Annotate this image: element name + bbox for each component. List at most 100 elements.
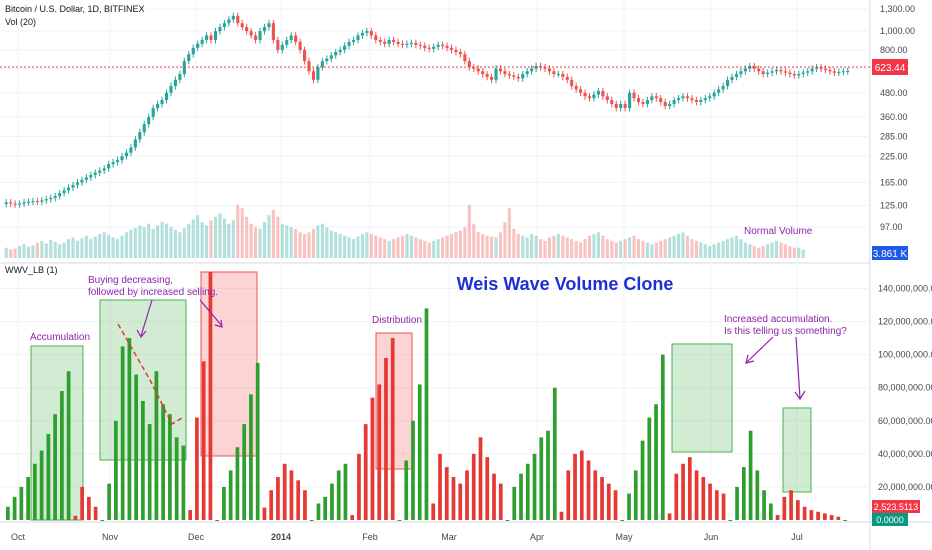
volume-bar — [369, 234, 373, 258]
wwv-pane[interactable] — [0, 264, 870, 522]
candle-body — [846, 70, 850, 72]
candle-body — [565, 76, 569, 80]
candle-body — [579, 89, 583, 93]
wwv-bar — [694, 470, 699, 520]
volume-bar — [383, 239, 387, 258]
volume-bar — [374, 235, 378, 258]
volume-last-value: 3.861 K — [873, 249, 908, 260]
volume-bar — [262, 222, 267, 258]
wwv-bar — [674, 473, 679, 520]
volume-bar — [543, 240, 547, 258]
candle-body — [641, 101, 645, 104]
wwv-bar — [620, 520, 625, 521]
wwv-bar — [262, 507, 267, 520]
volume-bar — [107, 234, 111, 258]
candle-body — [236, 15, 240, 24]
price-pane[interactable] — [0, 0, 870, 262]
volume-bar — [730, 237, 734, 258]
volume-bar — [783, 244, 787, 258]
arrowhead-selling — [214, 319, 223, 328]
wwv-bar — [127, 338, 132, 520]
volume-bar — [703, 244, 707, 258]
volume-bar — [721, 240, 725, 258]
volume-bar — [62, 242, 66, 258]
volume-bar — [494, 237, 498, 258]
candle-body — [205, 35, 209, 41]
candle-body — [623, 103, 627, 109]
candle-body — [254, 35, 258, 41]
candle-body — [614, 103, 618, 109]
volume-bar — [236, 204, 240, 258]
wwv-bar — [60, 391, 64, 520]
volume-bar — [449, 234, 454, 258]
candle-body — [164, 92, 169, 101]
volume-bar — [619, 240, 623, 258]
volume-bar — [547, 237, 552, 258]
symbol-title[interactable]: Bitcoin / U.S. Dollar, 1D, BITFINEX — [5, 4, 145, 14]
volume-bar — [512, 228, 516, 258]
candle-body — [481, 71, 485, 75]
wwv-bar — [762, 490, 766, 520]
candle-body — [677, 98, 681, 101]
wwv-bar — [735, 486, 739, 520]
volume-bar — [213, 216, 218, 258]
candle-body — [449, 47, 454, 50]
wwv-bar — [404, 460, 409, 520]
wwv-bar — [39, 450, 44, 520]
volume-bar — [280, 223, 284, 258]
wwv-bar — [66, 371, 71, 520]
volume-bar — [681, 232, 685, 258]
volume-indicator-title[interactable]: Vol (20) — [5, 17, 36, 27]
candle-body — [547, 68, 552, 72]
price-tick-label: 480.00 — [880, 88, 908, 98]
distribution-annotation: Distribution — [372, 315, 422, 326]
wwv-last-up-tag — [872, 513, 908, 526]
time-tick-label: May — [615, 532, 633, 542]
increased-accumulation-annotation-line2: Is this telling us something? — [724, 326, 847, 337]
candle-body — [325, 58, 329, 62]
volume-bar — [587, 235, 592, 258]
volume-bar — [645, 242, 649, 258]
wwv-bar — [336, 470, 341, 520]
candle-body — [334, 52, 338, 56]
volume-bar — [351, 239, 356, 258]
candle-body — [837, 71, 841, 73]
wwv-bar — [640, 440, 645, 520]
volume-bar — [392, 239, 396, 258]
wwv-bar — [12, 496, 17, 520]
volume-bar — [124, 232, 129, 258]
candle-body — [365, 31, 369, 33]
volume-bar — [552, 235, 556, 258]
wwv-indicator-title[interactable]: WWV_LB (1) — [5, 265, 58, 275]
candle-body — [592, 94, 596, 99]
candle-body — [133, 139, 137, 148]
candle-body — [338, 49, 342, 53]
candle-body — [801, 72, 805, 75]
wwv-bar — [647, 417, 652, 520]
volume-bar — [151, 228, 155, 258]
volume-bar — [596, 232, 600, 258]
wwv-bar — [546, 430, 550, 520]
wwv-bar — [654, 404, 658, 520]
volume-bar — [530, 234, 534, 258]
wwv-bar — [789, 490, 793, 520]
wwv-tick-label: 40,000,000.0000 — [878, 449, 932, 459]
candle-body — [374, 35, 378, 41]
wwv-tick-label: 140,000,000.0000 — [878, 284, 932, 294]
wwv-bar — [606, 483, 611, 520]
annotation-arrows — [136, 299, 806, 401]
decreasing-trend-line — [117, 323, 183, 426]
wwv-bar — [100, 520, 105, 521]
candle-body — [107, 164, 111, 169]
volume-bar — [245, 216, 249, 258]
volume-bar — [200, 222, 204, 258]
wwv-bar — [836, 516, 841, 520]
wwv-bar — [390, 338, 395, 520]
volume-bar — [472, 223, 476, 258]
candle-body — [316, 67, 320, 80]
volume-bar — [525, 237, 529, 258]
price-line-value: 623.44 — [875, 63, 906, 74]
wwv-bar — [384, 357, 388, 520]
candle-body — [445, 45, 449, 48]
